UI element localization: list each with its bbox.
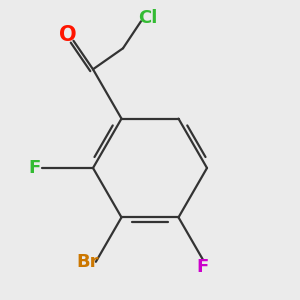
Text: O: O: [59, 26, 77, 45]
Text: Cl: Cl: [138, 9, 157, 27]
Text: Br: Br: [76, 253, 99, 271]
Text: F: F: [196, 257, 209, 275]
Text: F: F: [28, 159, 40, 177]
